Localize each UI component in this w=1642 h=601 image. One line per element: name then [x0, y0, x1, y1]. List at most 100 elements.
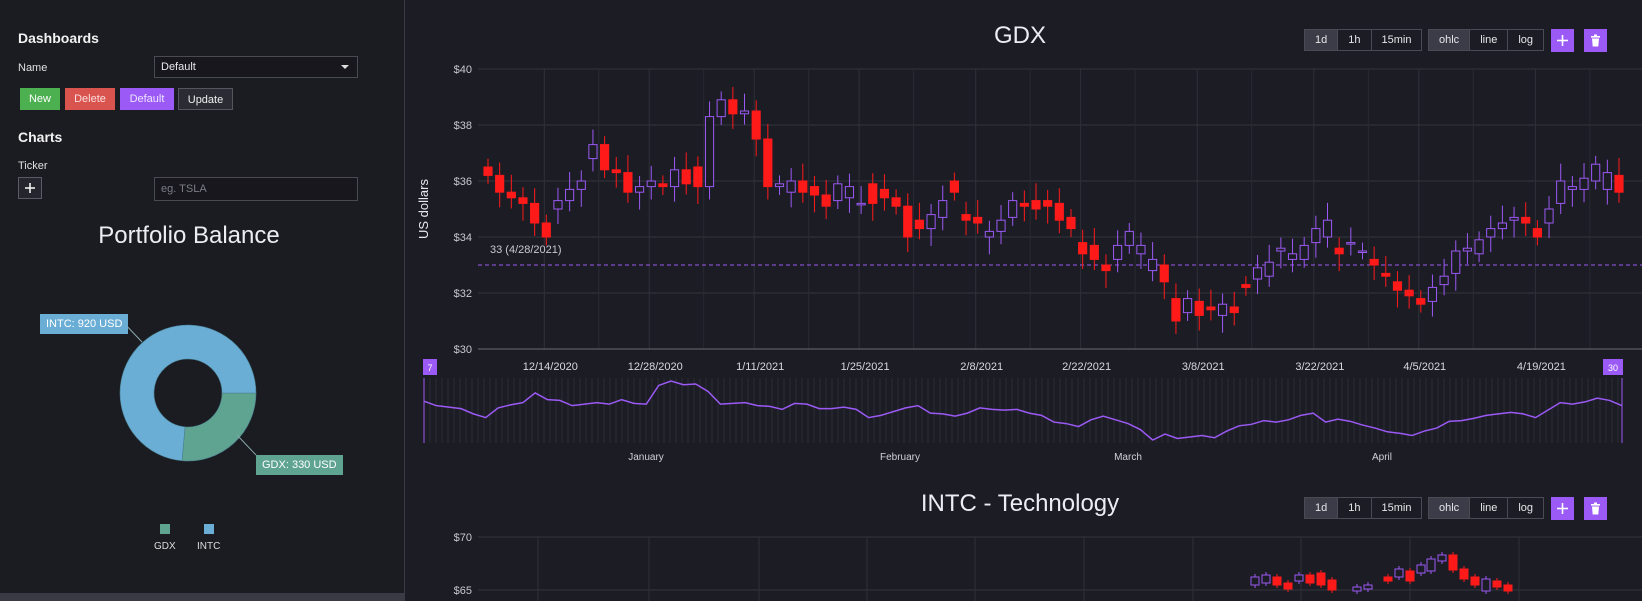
dashboard-select[interactable]: Default: [154, 56, 358, 78]
intc-interval-1h[interactable]: 1h: [1338, 498, 1372, 518]
gdx-candle: [809, 186, 820, 196]
sidebar: Dashboards Name Default New Delete Defau…: [0, 0, 405, 601]
gdx-candle: [1299, 244, 1309, 260]
gdx-candle: [868, 183, 878, 204]
intc-candle: [1283, 582, 1293, 590]
gdx-xtick: 1/25/2021: [841, 361, 890, 373]
intc-candle: [1448, 554, 1458, 571]
gdx-candle: [1404, 289, 1414, 297]
intc-candle: [1383, 576, 1393, 582]
navigator-left-handle[interactable]: [423, 359, 437, 375]
gdx-candle: [774, 183, 785, 188]
donut-slice-gdx[interactable]: [181, 392, 257, 462]
gdx-candle: [1602, 172, 1612, 190]
navigator-right-handle[interactable]: [1603, 359, 1623, 375]
gdx-candle: [1101, 264, 1111, 272]
chevron-down-icon: [341, 65, 349, 69]
intc-interval-15min[interactable]: 15min: [1381, 502, 1412, 514]
dashboard-select-value: Default: [161, 61, 196, 73]
gdx-candle: [1567, 186, 1577, 190]
gdx-interval-1d[interactable]: 1d: [1305, 30, 1339, 50]
navigator-month-label: January: [628, 452, 664, 463]
gdx-candle: [1136, 244, 1146, 255]
gdx-candle: [1346, 242, 1356, 245]
navigator-series-line: [423, 380, 1623, 441]
charts-heading: Charts: [18, 129, 63, 145]
gdx-candle: [798, 180, 808, 193]
gdx-candle: [1008, 200, 1018, 218]
add-chart-button[interactable]: [18, 177, 42, 199]
portfolio-donut-chart: [119, 320, 257, 462]
gdx-ytick: $36: [454, 176, 472, 188]
legend-gdx-swatch: [160, 524, 170, 534]
intc-mode-log[interactable]: log: [1518, 502, 1533, 514]
intc-candle: [1470, 576, 1480, 586]
gdx-ytick: $32: [454, 288, 472, 300]
navigator-month-label: February: [880, 452, 920, 463]
gdx-candle: [1556, 180, 1566, 204]
gdx-candle: [1392, 281, 1403, 291]
gdx-candle: [1462, 247, 1473, 252]
new-button[interactable]: New: [20, 88, 60, 110]
gdx-candle: [1031, 200, 1041, 210]
intc-mode-line[interactable]: line: [1470, 498, 1509, 518]
intc-interval-1d[interactable]: 1d: [1305, 498, 1339, 518]
intc-candle: [1363, 584, 1373, 590]
gdx-ytick: $40: [454, 64, 472, 76]
intc-delete-button[interactable]: [1584, 497, 1607, 520]
intc-candle: [1437, 554, 1447, 562]
gdx-xtick: 12/14/2020: [523, 361, 578, 373]
intc-candle: [1272, 576, 1282, 586]
gdx-delete-button[interactable]: [1584, 29, 1607, 52]
gdx-candle: [1474, 239, 1484, 255]
ticker-input[interactable]: [161, 178, 351, 200]
gdx-interval-toolbar: 1d 1h 15min: [1304, 29, 1423, 51]
intc-candle: [1250, 576, 1260, 586]
gdx-candle: [973, 216, 983, 224]
gdx-candle: [844, 186, 855, 199]
gdx-candle: [763, 138, 773, 188]
gdx-mode-ohlc[interactable]: ohlc: [1429, 30, 1471, 50]
gdx-candle: [1252, 267, 1263, 280]
intc-mode-ohlc[interactable]: ohlc: [1429, 498, 1471, 518]
gdx-candle: [1159, 264, 1169, 283]
gdx-candle: [1544, 208, 1554, 224]
gdx-interval-15min[interactable]: 15min: [1381, 34, 1412, 46]
intc-add-button[interactable]: [1551, 497, 1574, 520]
gdx-candle: [739, 110, 750, 115]
intc-candle: [1459, 568, 1469, 580]
legend-gdx-label: GDX: [154, 541, 176, 552]
gdx-callout-line: [236, 434, 257, 456]
gdx-xtick: 1/11/2021: [736, 361, 784, 373]
donut-slice-intc[interactable]: [119, 324, 257, 462]
gdx-candle: [588, 144, 598, 160]
intc-candle: [1261, 574, 1271, 584]
gdx-candle: [1043, 200, 1053, 207]
gdx-candle: [1427, 286, 1438, 302]
navigator-left-handle-label: 7: [427, 363, 432, 373]
gdx-mode-toolbar: ohlc line log: [1428, 29, 1544, 51]
gdx-candle: [1369, 258, 1379, 266]
gdx-candle: [1089, 244, 1099, 260]
intc-candle: [1327, 579, 1337, 591]
gdx-candle: [961, 214, 971, 221]
gdx-candle: [669, 169, 680, 188]
sidebar-scrollbar[interactable]: [0, 593, 404, 601]
default-button[interactable]: Default: [120, 88, 174, 110]
gdx-candle: [1194, 300, 1204, 316]
gdx-candle: [1381, 272, 1391, 277]
gdx-interval-1h[interactable]: 1h: [1338, 30, 1372, 50]
gdx-mode-line[interactable]: line: [1470, 30, 1509, 50]
gdx-candle: [914, 219, 924, 230]
gdx-candle: [1276, 247, 1286, 252]
gdx-candle: [1521, 216, 1531, 224]
gdx-xtick: 4/5/2021: [1403, 361, 1446, 373]
update-button[interactable]: Update: [178, 88, 233, 110]
gdx-mode-log[interactable]: log: [1518, 34, 1533, 46]
gdx-add-button[interactable]: [1551, 29, 1574, 52]
gdx-candle: [1124, 230, 1134, 246]
intc-candle: [1426, 558, 1436, 572]
gdx-candle: [681, 169, 691, 185]
delete-button[interactable]: Delete: [65, 88, 115, 110]
gdx-candle: [926, 214, 936, 230]
